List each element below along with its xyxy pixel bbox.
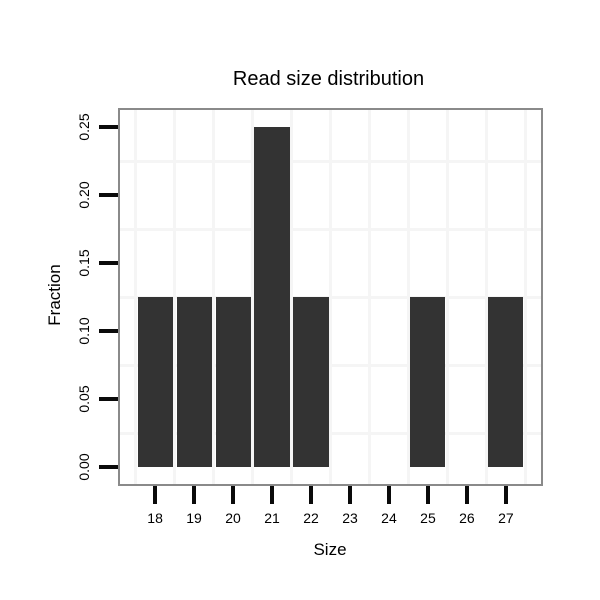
- y-tick-label: 0.20: [76, 181, 92, 209]
- bar-size-22: [293, 297, 329, 467]
- x-tick-label: 24: [381, 510, 397, 526]
- y-tick-label: 0.25: [76, 113, 92, 141]
- y-tick-label: 0.10: [76, 317, 92, 345]
- x-tick-mark: [231, 486, 236, 504]
- horizontal-gridline: [120, 363, 541, 367]
- x-tick-label: 21: [264, 510, 280, 526]
- y-tick-label: 0.00: [76, 453, 92, 481]
- x-tick-mark: [386, 486, 391, 504]
- horizontal-gridline: [120, 227, 541, 231]
- x-tick-mark: [464, 486, 469, 504]
- bar-size-19: [176, 297, 212, 467]
- chart-title: Read size distribution: [232, 68, 425, 90]
- x-tick-label: 26: [459, 510, 475, 526]
- x-tick-label: 19: [186, 510, 202, 526]
- bar-size-18: [137, 297, 173, 467]
- x-tick-mark: [192, 486, 197, 504]
- horizontal-gridline: [120, 295, 541, 299]
- x-axis-title: Size: [313, 540, 347, 559]
- x-tick-label: 18: [147, 510, 163, 526]
- y-tick-mark: [99, 193, 118, 197]
- x-tick-label: 20: [225, 510, 241, 526]
- y-tick-mark: [99, 125, 118, 129]
- x-tick-label: 27: [498, 510, 514, 526]
- x-tick-mark: [347, 486, 352, 504]
- plot-panel: [118, 108, 543, 486]
- y-tick-label: 0.15: [76, 249, 92, 277]
- y-tick-mark: [99, 397, 118, 401]
- x-tick-mark: [270, 486, 275, 504]
- y-tick-mark: [99, 329, 118, 333]
- y-tick-label: 0.05: [76, 385, 92, 413]
- bar-size-25: [410, 297, 446, 467]
- y-tick-mark: [99, 261, 118, 265]
- horizontal-gridline: [120, 431, 541, 435]
- bar-size-27: [488, 297, 524, 467]
- x-tick-mark: [153, 486, 158, 504]
- y-axis-title: Fraction: [45, 264, 64, 326]
- x-tick-label: 22: [303, 510, 319, 526]
- y-tick-mark: [99, 465, 118, 469]
- x-tick-mark: [309, 486, 313, 504]
- horizontal-gridline: [120, 159, 541, 163]
- x-tick-mark: [503, 486, 508, 504]
- x-tick-mark: [425, 486, 430, 504]
- x-tick-label: 25: [420, 510, 436, 526]
- bar-size-21: [254, 127, 290, 467]
- x-tick-label: 23: [342, 510, 358, 526]
- bar-size-20: [215, 297, 251, 467]
